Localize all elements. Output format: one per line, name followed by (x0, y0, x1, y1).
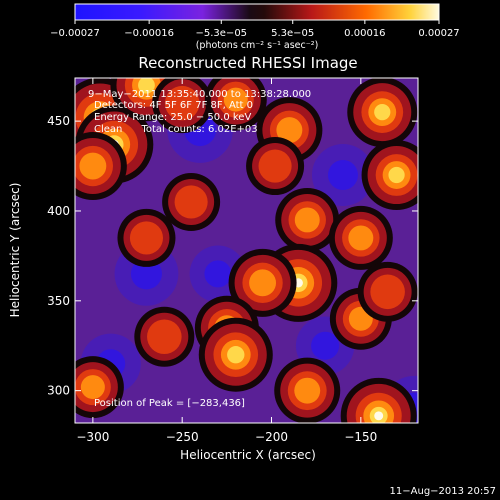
heatmap-hotspot-core (388, 166, 405, 184)
heatmap-hotspot-mid (258, 149, 292, 183)
colorbar-tick-label: −0.00027 (50, 28, 100, 39)
x-tick-label: −200 (255, 430, 288, 444)
heatmap-coldspot-core (311, 331, 340, 360)
y-tick-label: 450 (47, 114, 70, 128)
heatmap-coldspot-core (130, 258, 162, 290)
x-axis: −300 −250 −200 −150 (76, 78, 377, 444)
footer-timestamp: 11−Aug−2013 20:57 (390, 486, 496, 497)
y-tick-label: 300 (47, 384, 70, 398)
y-tick-label: 350 (47, 294, 70, 308)
heatmap-hotspot-inner (276, 117, 303, 144)
heatmap-hotspot-peak (374, 411, 384, 421)
heatmap-hotspot-mid (147, 319, 182, 355)
heatmap-hotspot-inner (294, 377, 321, 404)
y-tick-label: 400 (47, 204, 70, 218)
heatmap-image (75, 78, 418, 423)
heatmap-marks (75, 78, 418, 423)
heatmap-hotspot-core (374, 104, 391, 121)
heatmap-hotspot-mid (174, 185, 208, 219)
heatmap-hotspot-inner (249, 269, 277, 297)
heatmap-hotspot-core (227, 346, 245, 364)
colorbar-tick-label: 0.00016 (344, 28, 385, 39)
chart-title: Reconstructed RHESSI Image (138, 54, 357, 72)
colorbar (75, 4, 439, 20)
annotation-block: 9−May−2011 13:35:40.000 to 13:38:28.000 … (88, 89, 311, 135)
heatmap-coldspot-core (327, 160, 358, 191)
colorbar-tick-label: 0.00027 (418, 28, 459, 39)
annotation-detectors: Detectors: 4F 5F 6F 7F 8F, Att 0 (94, 100, 253, 111)
heatmap-hotspot-mid (370, 274, 405, 310)
colorbar-tick-label: −5.3e−05 (196, 28, 248, 39)
heatmap-hotspot-inner (294, 207, 320, 233)
colorbar-ticks: −0.00027 −0.00016 −5.3e−05 5.3e−05 0.00016 0.… (50, 20, 460, 39)
annotation-counts: Clean Total counts: 6.02E+03 (94, 124, 258, 135)
annotation-time: 9−May−2011 13:35:40.000 to 13:38:28.000 (88, 89, 311, 100)
peak-position-label: Position of Peak = [−283,436] (94, 398, 245, 409)
heatmap-hotspot-mid (129, 221, 164, 255)
annotation-energy: Energy Range: 25.0 − 50.0 keV (94, 112, 251, 123)
colorbar-tick-label: 5.3e−05 (271, 28, 314, 39)
x-tick-label: −250 (166, 430, 199, 444)
x-tick-label: −150 (344, 430, 377, 444)
heatmap-coldspot-core (204, 260, 232, 288)
x-tick-label: −300 (76, 430, 109, 444)
plot-frame (74, 77, 419, 424)
heatmap-hotspot-inner (80, 375, 105, 400)
colorbar-tick-label: −0.00016 (124, 28, 174, 39)
heatmap-hotspot-inner (79, 152, 107, 180)
heatmap-hotspot-core (138, 78, 155, 94)
heatmap-hotspot-inner (348, 225, 374, 251)
y-axis-label: Heliocentric Y (arcsec) (8, 183, 22, 318)
y-axis: 300 350 400 450 (47, 114, 418, 398)
x-axis-label: Heliocentric X (arcsec) (180, 448, 316, 462)
colorbar-unit-label: (photons cm⁻² s⁻¹ asec⁻²) (196, 40, 319, 51)
heatmap-hotspot-inner (223, 87, 248, 112)
heatmap-hotspot-mid (164, 85, 200, 121)
